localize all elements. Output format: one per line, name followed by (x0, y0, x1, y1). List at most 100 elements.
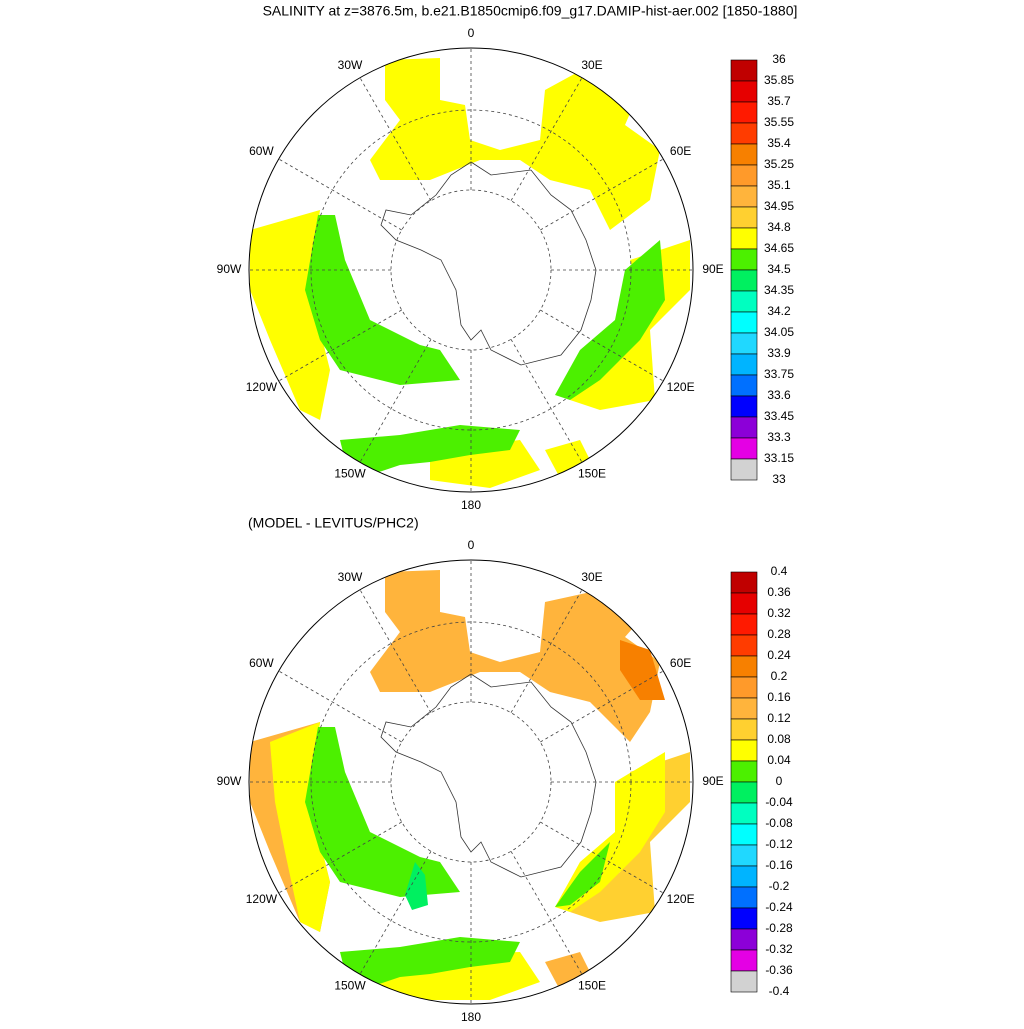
colorbar-box (730, 143, 758, 166)
colorbar-label: 33.45 (764, 409, 794, 423)
longitude-label: 0 (468, 26, 475, 40)
colorbar-box (730, 886, 758, 909)
colorbar-box (730, 613, 758, 636)
colorbar-label: 34.5 (767, 262, 791, 276)
colorbar-box (730, 571, 758, 594)
colorbar-box (730, 676, 758, 699)
colorbar-box (730, 416, 758, 439)
map-border (248, 559, 694, 1005)
longitude-label: 90E (702, 774, 723, 788)
longitude-label: 30W (338, 58, 363, 72)
colorbar-label: -0.4 (769, 984, 790, 998)
colorbar-box (730, 80, 758, 103)
colorbar-label: 0.28 (767, 627, 791, 641)
colorbar-label: -0.32 (765, 942, 793, 956)
colorbar-label: 0.24 (767, 648, 791, 662)
colorbar-box (730, 59, 758, 82)
longitude-label: 120E (667, 380, 695, 394)
colorbar-label: 35.1 (767, 178, 791, 192)
colorbar-label: -0.08 (765, 816, 793, 830)
longitude-label: 0 (468, 538, 475, 552)
colorbar-label: 33.9 (767, 346, 791, 360)
colorbar-box (730, 739, 758, 762)
colorbar-label: 0.2 (771, 669, 788, 683)
colorbar-box (730, 290, 758, 313)
antarctica (380, 161, 597, 366)
colorbar-label: 0.32 (767, 606, 791, 620)
longitude-label: 60W (249, 144, 274, 158)
colorbar-box (730, 248, 758, 271)
colorbar-label: 35.85 (764, 73, 794, 87)
colorbar-label: 34.35 (764, 283, 794, 297)
colorbar-label: 34.2 (767, 304, 791, 318)
longitude-label: 90W (217, 262, 242, 276)
colorbar-label: 35.55 (764, 115, 794, 129)
colorbar-box (730, 655, 758, 678)
colorbar-label: 33 (772, 472, 786, 486)
latitude-circle (390, 189, 552, 351)
longitude-label: 60E (670, 144, 691, 158)
subtitle: (MODEL - LEVITUS/PHC2) (248, 515, 419, 531)
antarctica (380, 673, 597, 878)
colorbar-box (730, 206, 758, 229)
colorbar-label: 36 (772, 52, 786, 66)
colorbar-box (730, 592, 758, 615)
colorbar-label: 34.95 (764, 199, 794, 213)
longitude-label: 120W (246, 380, 278, 394)
colorbar-label: 0.04 (767, 753, 791, 767)
colorbar-label: 34.65 (764, 241, 794, 255)
colorbar-label: 35.25 (764, 157, 794, 171)
colorbar-label: 35.4 (767, 136, 791, 150)
longitude-label: 120W (246, 892, 278, 906)
colorbar-box (730, 928, 758, 951)
colorbar-box (730, 802, 758, 825)
colorbar-box (730, 949, 758, 972)
map-fill (250, 58, 690, 488)
colorbar-box (730, 332, 758, 355)
colorbar-label: -0.04 (765, 795, 793, 809)
colorbar-box (730, 437, 758, 460)
colorbar-box (730, 164, 758, 187)
colorbar-label: 0.08 (767, 732, 791, 746)
colorbar-label: 33.3 (767, 430, 791, 444)
colorbar-box (730, 269, 758, 292)
longitude-label: 150W (334, 467, 366, 481)
colorbar-box (730, 697, 758, 720)
longitude-label: 150E (578, 467, 606, 481)
colorbar-label: 33.15 (764, 451, 794, 465)
colorbar-box (730, 227, 758, 250)
colorbar-box (730, 718, 758, 741)
map-fill (250, 570, 690, 1000)
longitude-label: 30E (581, 570, 602, 584)
colorbar-box (730, 353, 758, 376)
colorbar-label: -0.2 (769, 879, 790, 893)
longitude-label: 150W (334, 979, 366, 993)
colorbar-label: 0 (776, 774, 783, 788)
colorbar-label: -0.12 (765, 837, 793, 851)
colorbar-box (730, 760, 758, 783)
title: SALINITY at z=3876.5m, b.e21.B1850cmip6.… (263, 3, 798, 19)
longitude-label: 180 (461, 498, 481, 512)
colorbar-box (730, 101, 758, 124)
longitude-label: 60W (249, 656, 274, 670)
colorbar-box (730, 823, 758, 846)
colorbar-label: -0.24 (765, 900, 793, 914)
colorbar-label: 34.05 (764, 325, 794, 339)
colorbar-label: 33.75 (764, 367, 794, 381)
colorbar-label: 34.8 (767, 220, 791, 234)
colorbar-label: 0.36 (767, 585, 791, 599)
longitude-label: 90E (702, 262, 723, 276)
longitude-label: 90W (217, 774, 242, 788)
colorbar-box (730, 311, 758, 334)
colorbar-label: 0.16 (767, 690, 791, 704)
colorbar-box (730, 185, 758, 208)
colorbar-box (730, 634, 758, 657)
colorbar-box (730, 458, 758, 481)
longitude-label: 150E (578, 979, 606, 993)
colorbar-label: -0.16 (765, 858, 793, 872)
longitude-label: 30W (338, 570, 363, 584)
longitude-label: 60E (670, 656, 691, 670)
colorbar-label: 33.6 (767, 388, 791, 402)
latitude-circle (390, 701, 552, 863)
